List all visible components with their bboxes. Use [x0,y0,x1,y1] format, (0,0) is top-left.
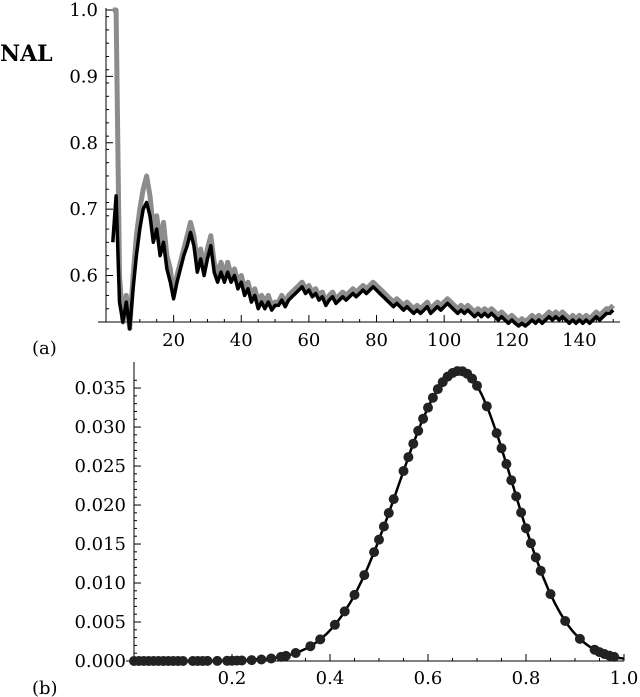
panel-b-y-tick-label: 0.020 [74,495,126,516]
panel-b-data-point [398,466,409,476]
panel-a-y-tick-label: 0.6 [69,266,98,287]
panel-a-x-ticks: 20 40 60 80 100 120 140 [122,315,614,351]
panel-a-chart: 0.6 0.7 0.8 0.9 1.0 20 40 60 80 100 120 140 (a) [32,0,620,359]
panel-b-data-point [521,523,531,534]
panel-b-data-point [545,589,556,600]
panel-b-y-tick-label: 0.035 [74,378,126,399]
panel-b-data-point [202,655,213,666]
panel-b-data-point [511,491,522,502]
panel-b-data-point [491,428,502,439]
panel-b-data-point [246,655,257,666]
panel-b-data-point [609,651,620,662]
panel-b-data-point [359,570,370,581]
panel-b-data-point [369,547,380,558]
panel-b-data-point [266,653,277,664]
panel-b-data-point [423,402,433,413]
panel-b-data-point [535,565,546,576]
panel-b-data-point [280,650,291,661]
panel-b-data-point [383,508,394,518]
panel-b-data-point [574,633,585,644]
panel-b-x-tick-label: 0.6 [414,668,443,689]
panel-b-data-point [496,443,507,454]
panel-a-x-tick-label: 80 [365,330,388,351]
panel-b-y-tick-label: 0.005 [74,612,126,633]
panel-b-y-tick-label: 0.030 [74,417,126,438]
panel-a-y-tick-label: 1.0 [69,0,98,21]
panel-a-series-line-1 [112,7,615,332]
panel-b-data-point [305,641,316,652]
panel-a-label: (a) [32,338,57,359]
cropped-heading-fragment: NAL [0,41,53,67]
panel-b-data-point [530,552,541,563]
panel-a-y-ticks: 0.6 0.7 0.8 0.9 1.0 [69,0,113,310]
panel-b-data-point [467,373,478,384]
panel-b-chart: 0.000 0.005 0.010 0.015 0.020 0.025 0.030 0.035… [32,362,638,697]
panel-a-x-tick-label: 40 [230,330,253,351]
panel-a-x-tick-label: 100 [427,330,461,351]
panel-b-data-point [178,656,188,666]
panel-b-x-tick-label: 1.0 [610,668,639,689]
panel-b-data-point [413,425,424,436]
panel-a-y-tick-label: 0.7 [69,199,98,220]
panel-b-data-point [418,413,429,424]
panel-b-data-point [403,452,414,463]
panel-b-data-point [501,459,512,469]
panel-a-y-tick-label: 0.8 [69,133,98,154]
panel-a-x-tick-label: 140 [562,330,596,351]
panel-b-x-tick-label: 0.8 [512,668,541,689]
panel-a-series-line-2 [111,194,615,331]
panel-a-series [111,7,615,332]
panel-a-x-tick-label: 60 [297,330,320,351]
panel-b-data-point [315,634,326,645]
panel-b-data-point [408,438,419,449]
panel-b-x-tick-label: 0.4 [316,668,345,689]
panel-b-y-ticks: 0.000 0.005 0.010 0.015 0.020 0.025 0.030 0.035 [74,378,141,672]
panel-b-data-point [212,655,223,666]
panel-b-data-point [427,392,438,403]
panel-b-y-tick-label: 0.000 [74,651,126,672]
panel-b-data-point [516,507,527,518]
panel-b-data-point [339,606,350,617]
panel-a-x-tick-label: 20 [162,330,185,351]
panel-b-distribution-curve [134,369,625,663]
panel-b-data-point [472,380,482,391]
panel-b-data-point [329,619,340,630]
panel-b-data-point [388,494,399,505]
panel-b-markers [129,366,620,666]
panel-b-y-tick-label: 0.015 [74,534,126,555]
panel-b-data-point [525,538,536,549]
panel-a-y-tick-label: 0.9 [69,66,98,87]
panel-b-data-point [560,616,571,626]
panel-b-data-point [481,401,492,412]
panel-b-data-point [236,655,247,666]
panel-b-x-tick-label: 0.2 [218,668,247,689]
panel-b-data-point [349,589,360,600]
panel-b-y-tick-label: 0.025 [74,456,126,477]
panel-b-curve [134,369,625,663]
panel-b-y-tick-label: 0.010 [74,573,126,594]
panel-b-label: (b) [32,678,58,697]
panel-b-data-point [432,384,443,395]
panel-b-data-point [256,654,267,665]
panel-b-data-point [374,534,384,545]
panel-b-data-point [290,648,301,658]
panel-b-data-point [506,475,517,486]
panel-b-data-point [378,521,389,532]
panel-a-x-tick-label: 120 [495,330,529,351]
